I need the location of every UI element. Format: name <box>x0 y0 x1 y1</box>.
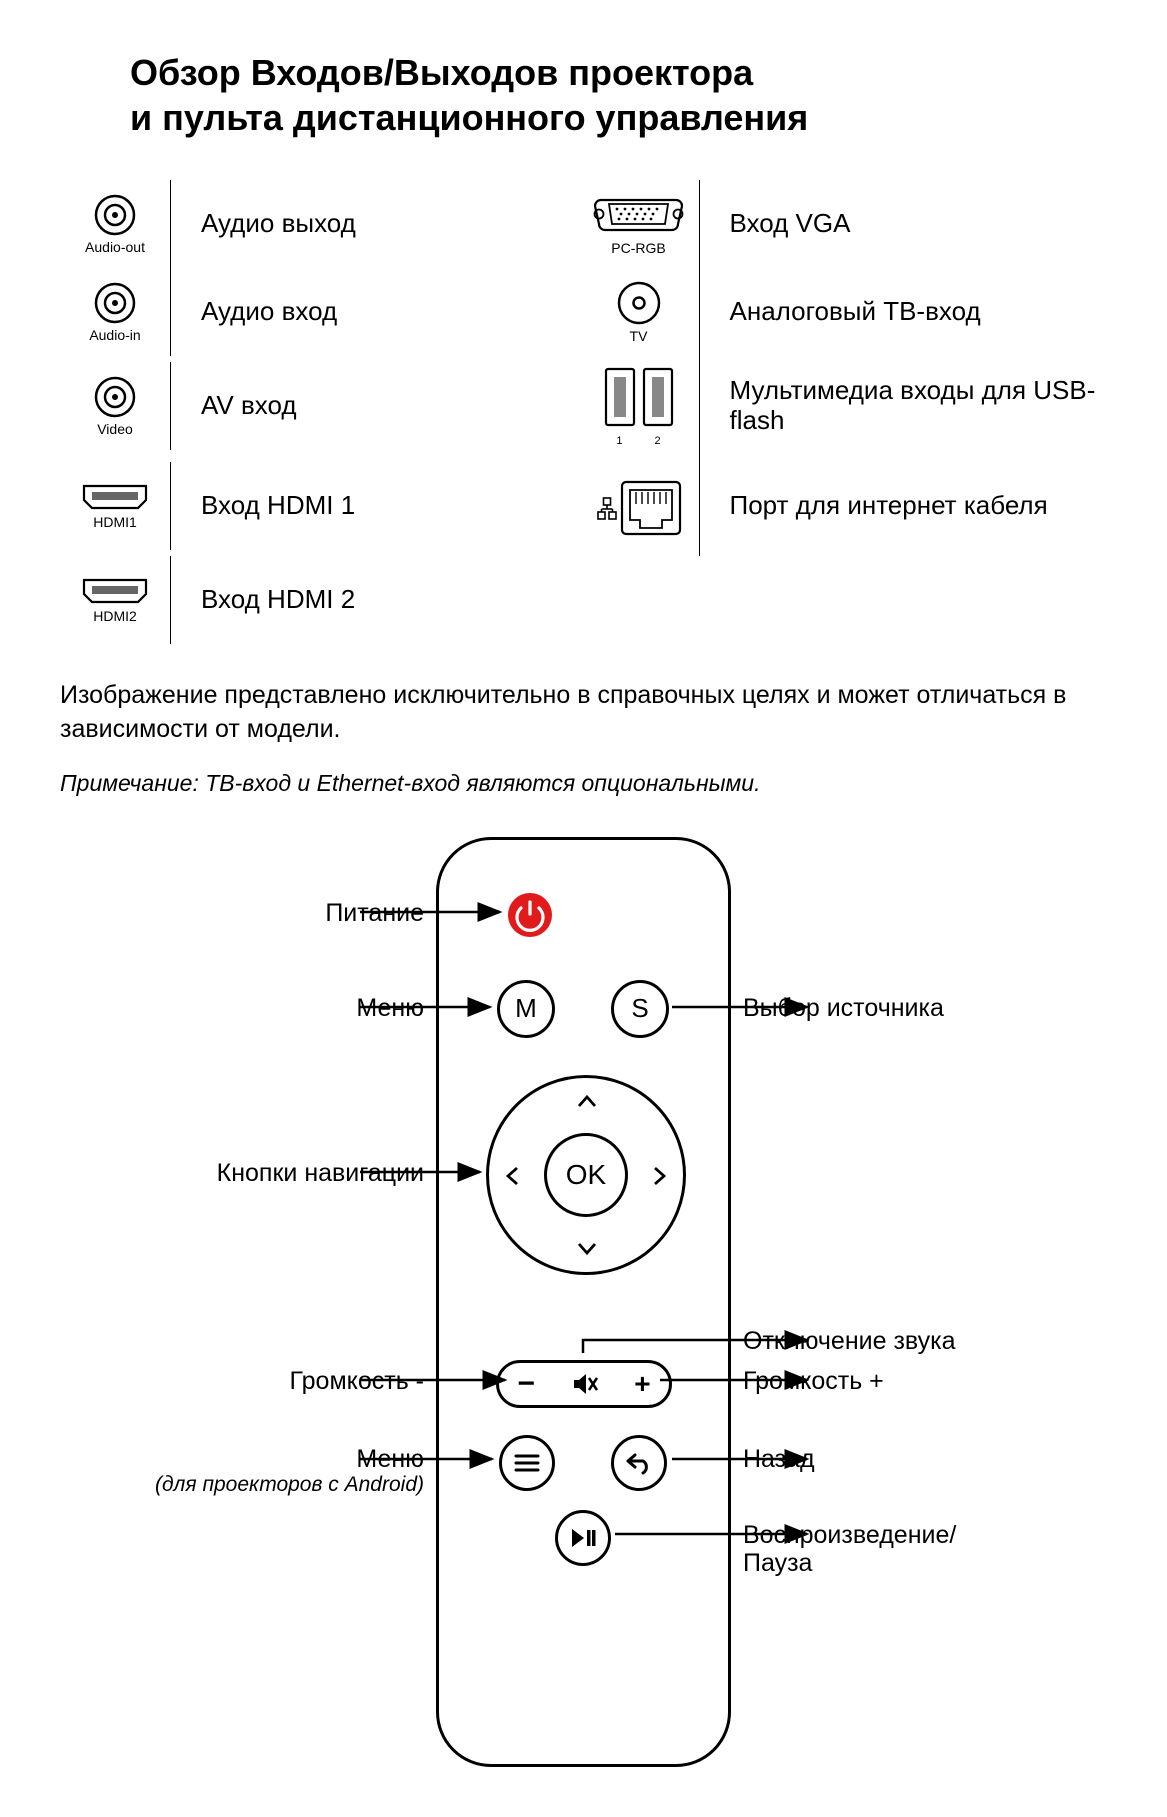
chevron-down-icon <box>577 1242 597 1256</box>
back-button <box>611 1435 667 1491</box>
source-button: S <box>611 980 669 1038</box>
port-icon-audio-out: Audio-out <box>60 180 170 268</box>
port-icon-hdmi2: HDMI2 <box>60 556 170 644</box>
callout-vol-up: Громкость + <box>731 1367 884 1396</box>
remote-body: M S OK − + <box>436 837 731 1767</box>
page-title: Обзор Входов/Выходов проектора и пульта … <box>130 50 1107 140</box>
chevron-up-icon <box>577 1094 597 1108</box>
callout-nav: Кнопки навигации <box>217 1159 436 1188</box>
callout-play: Воспроизведение/ Пауза <box>731 1521 956 1579</box>
callout-source: Выбор источника <box>731 994 944 1023</box>
nav-ring: OK <box>486 1075 686 1275</box>
port-icon-usb: 1 2 <box>579 356 699 456</box>
ports-grid: Audio-out Аудио выход PC-RGB Вход VGA Au… <box>60 180 1107 644</box>
callout-back: Назад <box>731 1445 815 1474</box>
volume-pill: − + <box>496 1360 672 1408</box>
chevron-right-icon <box>653 1166 667 1186</box>
mute-icon <box>572 1372 598 1396</box>
port-label-hdmi1: Вход HDMI 1 <box>170 462 579 550</box>
port-label-audio-in: Аудио вход <box>170 268 579 356</box>
port-icon-ethernet <box>579 456 699 556</box>
vol-plus-icon: + <box>634 1368 650 1400</box>
ok-button: OK <box>544 1133 628 1217</box>
port-label-ethernet: Порт для интернет кабеля <box>699 456 1108 556</box>
port-icon-hdmi1: HDMI1 <box>60 462 170 550</box>
title-line-2: и пульта дистанционного управления <box>130 97 808 138</box>
android-menu-button <box>499 1435 555 1491</box>
power-button <box>507 892 553 938</box>
port-label-audio-out: Аудио выход <box>170 180 579 268</box>
port-label-hdmi2: Вход HDMI 2 <box>170 556 579 644</box>
port-icon-vga: PC-RGB <box>579 180 699 268</box>
port-icon-tv: TV <box>579 268 699 356</box>
remote-diagram: Питание Меню Кнопки навигации Громкость … <box>60 837 1107 1767</box>
callout-vol-down: Громкость - <box>290 1367 437 1396</box>
title-line-1: Обзор Входов/Выходов проектора <box>130 52 753 93</box>
chevron-left-icon <box>505 1166 519 1186</box>
note-text: Примечание: ТВ-вход и Ethernet-вход явля… <box>60 770 1107 797</box>
play-pause-button <box>555 1510 611 1566</box>
callout-mute: Отключение звука <box>731 1327 956 1356</box>
port-icon-video: Video <box>60 362 170 450</box>
vol-minus-icon: − <box>517 1367 535 1401</box>
callout-menu-android: Меню (для проекторов с Android) <box>155 1445 436 1498</box>
port-label-vga: Вход VGA <box>699 180 1108 268</box>
menu-button: M <box>497 980 555 1038</box>
callout-menu: Меню <box>356 994 436 1023</box>
port-label-tv: Аналоговый ТВ-вход <box>699 268 1108 356</box>
callout-power: Питание <box>325 899 436 928</box>
port-label-av: AV вход <box>170 362 579 450</box>
port-icon-audio-in: Audio-in <box>60 268 170 356</box>
disclaimer-text: Изображение представлено исключительно в… <box>60 679 1107 747</box>
port-label-usb: Мультимедиа входы для USB-flash <box>699 356 1108 456</box>
